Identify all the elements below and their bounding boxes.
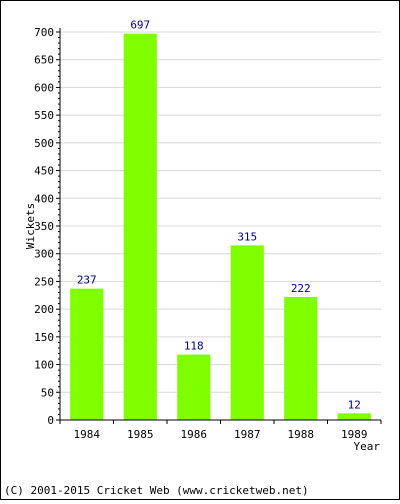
x-tick-label: 1989 (341, 428, 368, 441)
x-tick-label: 1985 (127, 428, 154, 441)
y-tick-label: 600 (34, 81, 54, 94)
copyright-footer: (C) 2001-2015 Cricket Web (www.cricketwe… (4, 484, 309, 497)
y-tick-label: 50 (41, 386, 54, 399)
y-tick-label: 450 (34, 165, 54, 178)
y-tick-label: 0 (47, 414, 54, 427)
x-tick-label: 1987 (234, 428, 261, 441)
bar-1989 (337, 413, 371, 420)
y-tick-label: 550 (34, 109, 54, 122)
x-tick-label: 1986 (181, 428, 208, 441)
y-tick-label: 500 (34, 137, 54, 150)
y-tick-label: 150 (34, 331, 54, 344)
bars: 237 697 118 315 222 12 (70, 19, 371, 421)
grid-lines (60, 31, 381, 393)
y-tick-label: 100 (34, 359, 54, 372)
bar-1988 (284, 296, 318, 420)
bar-1985 (123, 33, 157, 421)
bar-1987 (230, 245, 264, 420)
y-axis-ticks: 0 50 100 150 200 250 300 350 400 450 500 550 600 650 7… (34, 26, 60, 427)
x-tick-label: 1988 (288, 428, 315, 441)
x-axis-ticks: 1984 1985 1986 1987 1988 1989 (59, 420, 382, 441)
y-tick-label: 400 (34, 192, 54, 205)
x-tick-label: 1984 (74, 428, 101, 441)
y-tick-label: 350 (34, 220, 54, 233)
data-label: 118 (184, 340, 204, 353)
data-label: 222 (291, 282, 311, 295)
data-label: 315 (237, 230, 257, 243)
data-label: 12 (348, 398, 361, 411)
y-axis-title: Wickets (24, 203, 37, 249)
bar-1986 (177, 354, 211, 420)
x-axis-title: Year (354, 440, 381, 453)
y-tick-label: 250 (34, 275, 54, 288)
bar-1984 (70, 288, 104, 420)
y-tick-label: 300 (34, 248, 54, 261)
y-tick-label: 650 (34, 54, 54, 67)
data-label: 697 (130, 19, 150, 32)
y-tick-label: 700 (34, 26, 54, 39)
y-tick-label: 200 (34, 303, 54, 316)
data-label: 237 (77, 274, 97, 287)
